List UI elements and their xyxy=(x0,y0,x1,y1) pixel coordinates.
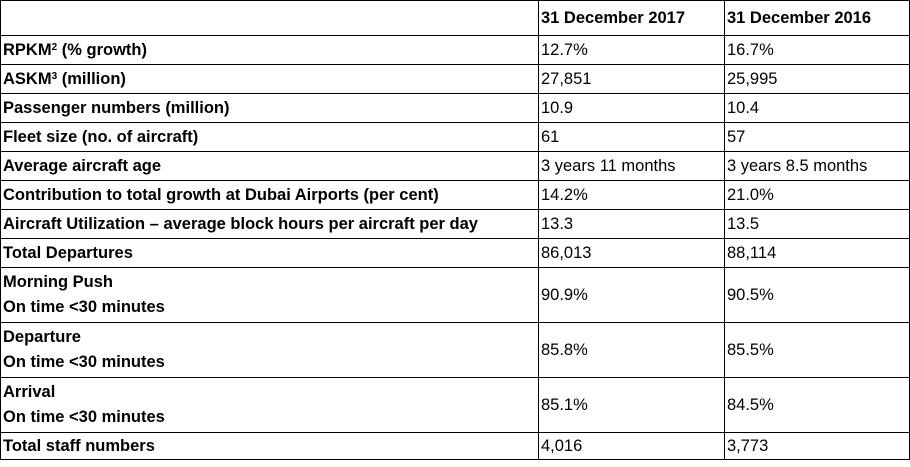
table-row-staff-numbers: Total staff numbers 4,016 3,773 xyxy=(0,432,910,460)
row-label-text: Arrival xyxy=(3,383,56,401)
row-label: Average aircraft age xyxy=(0,151,539,181)
row-label: Total staff numbers xyxy=(0,432,539,460)
header-blank-cell xyxy=(0,0,539,36)
row-label-subtext: On time <30 minutes xyxy=(3,298,165,316)
table-row-total-departures: Total Departures 86,013 88,114 xyxy=(0,238,910,268)
value-2016: 21.0% xyxy=(724,180,910,210)
value-2016: 84.5% xyxy=(724,377,910,433)
row-label: Departure On time <30 minutes xyxy=(0,322,539,378)
row-label: Morning Push On time <30 minutes xyxy=(0,267,539,323)
value-2017: 85.8% xyxy=(538,322,725,378)
row-label: Aircraft Utilization – average block hou… xyxy=(0,209,539,239)
value-2017: 13.3 xyxy=(538,209,725,239)
value-2016: 90.5% xyxy=(724,267,910,323)
row-label: ASKM3 (million) xyxy=(0,64,539,94)
table-row-askm: ASKM3 (million) 27,851 25,995 xyxy=(0,64,910,94)
value-2016: 3 years 8.5 months xyxy=(724,151,910,181)
value-2017: 4,016 xyxy=(538,432,725,460)
table-row-rpkm: RPKM2 (% growth) 12.7% 16.7% xyxy=(0,35,910,65)
table-row-arrival: Arrival On time <30 minutes 85.1% 84.5% xyxy=(0,377,910,433)
value-2016: 25,995 xyxy=(724,64,910,94)
row-label: Fleet size (no. of aircraft) xyxy=(0,122,539,152)
value-2017: 10.9 xyxy=(538,93,725,123)
row-label-suffix: (% growth) xyxy=(57,40,147,59)
value-2016: 10.4 xyxy=(724,93,910,123)
value-2017: 14.2% xyxy=(538,180,725,210)
row-label-subtext: On time <30 minutes xyxy=(3,408,165,426)
footnote-marker: 2 xyxy=(51,41,58,53)
value-2016: 57 xyxy=(724,122,910,152)
value-2016: 16.7% xyxy=(724,35,910,65)
value-2017: 3 years 11 months xyxy=(538,151,725,181)
value-2017: 85.1% xyxy=(538,377,725,433)
table-header-row: 31 December 2017 31 December 2016 xyxy=(0,0,910,36)
table-row-morning-push: Morning Push On time <30 minutes 90.9% 90… xyxy=(0,267,910,323)
row-label: RPKM2 (% growth) xyxy=(0,35,539,65)
value-2016: 3,773 xyxy=(724,432,910,460)
table-row-aircraft-age: Average aircraft age 3 years 11 months 3… xyxy=(0,151,910,181)
row-label: Passenger numbers (million) xyxy=(0,93,539,123)
row-label-text: Morning Push xyxy=(3,273,113,291)
value-2017: 12.7% xyxy=(538,35,725,65)
value-2016: 13.5 xyxy=(724,209,910,239)
row-label-text: ASKM xyxy=(3,69,52,88)
value-2017: 27,851 xyxy=(538,64,725,94)
row-label: Arrival On time <30 minutes xyxy=(0,377,539,433)
value-2017: 86,013 xyxy=(538,238,725,268)
value-2016: 85.5% xyxy=(724,322,910,378)
table-row-departure: Departure On time <30 minutes 85.8% 85.5% xyxy=(0,322,910,378)
header-2016: 31 December 2016 xyxy=(724,0,910,36)
row-label-text: Departure xyxy=(3,328,81,346)
table-row-fleet-size: Fleet size (no. of aircraft) 61 57 xyxy=(0,122,910,152)
header-2017: 31 December 2017 xyxy=(538,0,725,36)
table-row-aircraft-utilization: Aircraft Utilization – average block hou… xyxy=(0,209,910,239)
footnote-marker: 3 xyxy=(51,70,58,82)
value-2017: 90.9% xyxy=(538,267,725,323)
value-2017: 61 xyxy=(538,122,725,152)
table-row-passengers: Passenger numbers (million) 10.9 10.4 xyxy=(0,93,910,123)
row-label-subtext: On time <30 minutes xyxy=(3,353,165,371)
row-label: Total Departures xyxy=(0,238,539,268)
value-2016: 88,114 xyxy=(724,238,910,268)
row-label: Contribution to total growth at Dubai Ai… xyxy=(0,180,539,210)
row-label-suffix: (million) xyxy=(57,69,126,88)
row-label-text: RPKM xyxy=(3,40,52,59)
table-row-growth-contribution: Contribution to total growth at Dubai Ai… xyxy=(0,180,910,210)
